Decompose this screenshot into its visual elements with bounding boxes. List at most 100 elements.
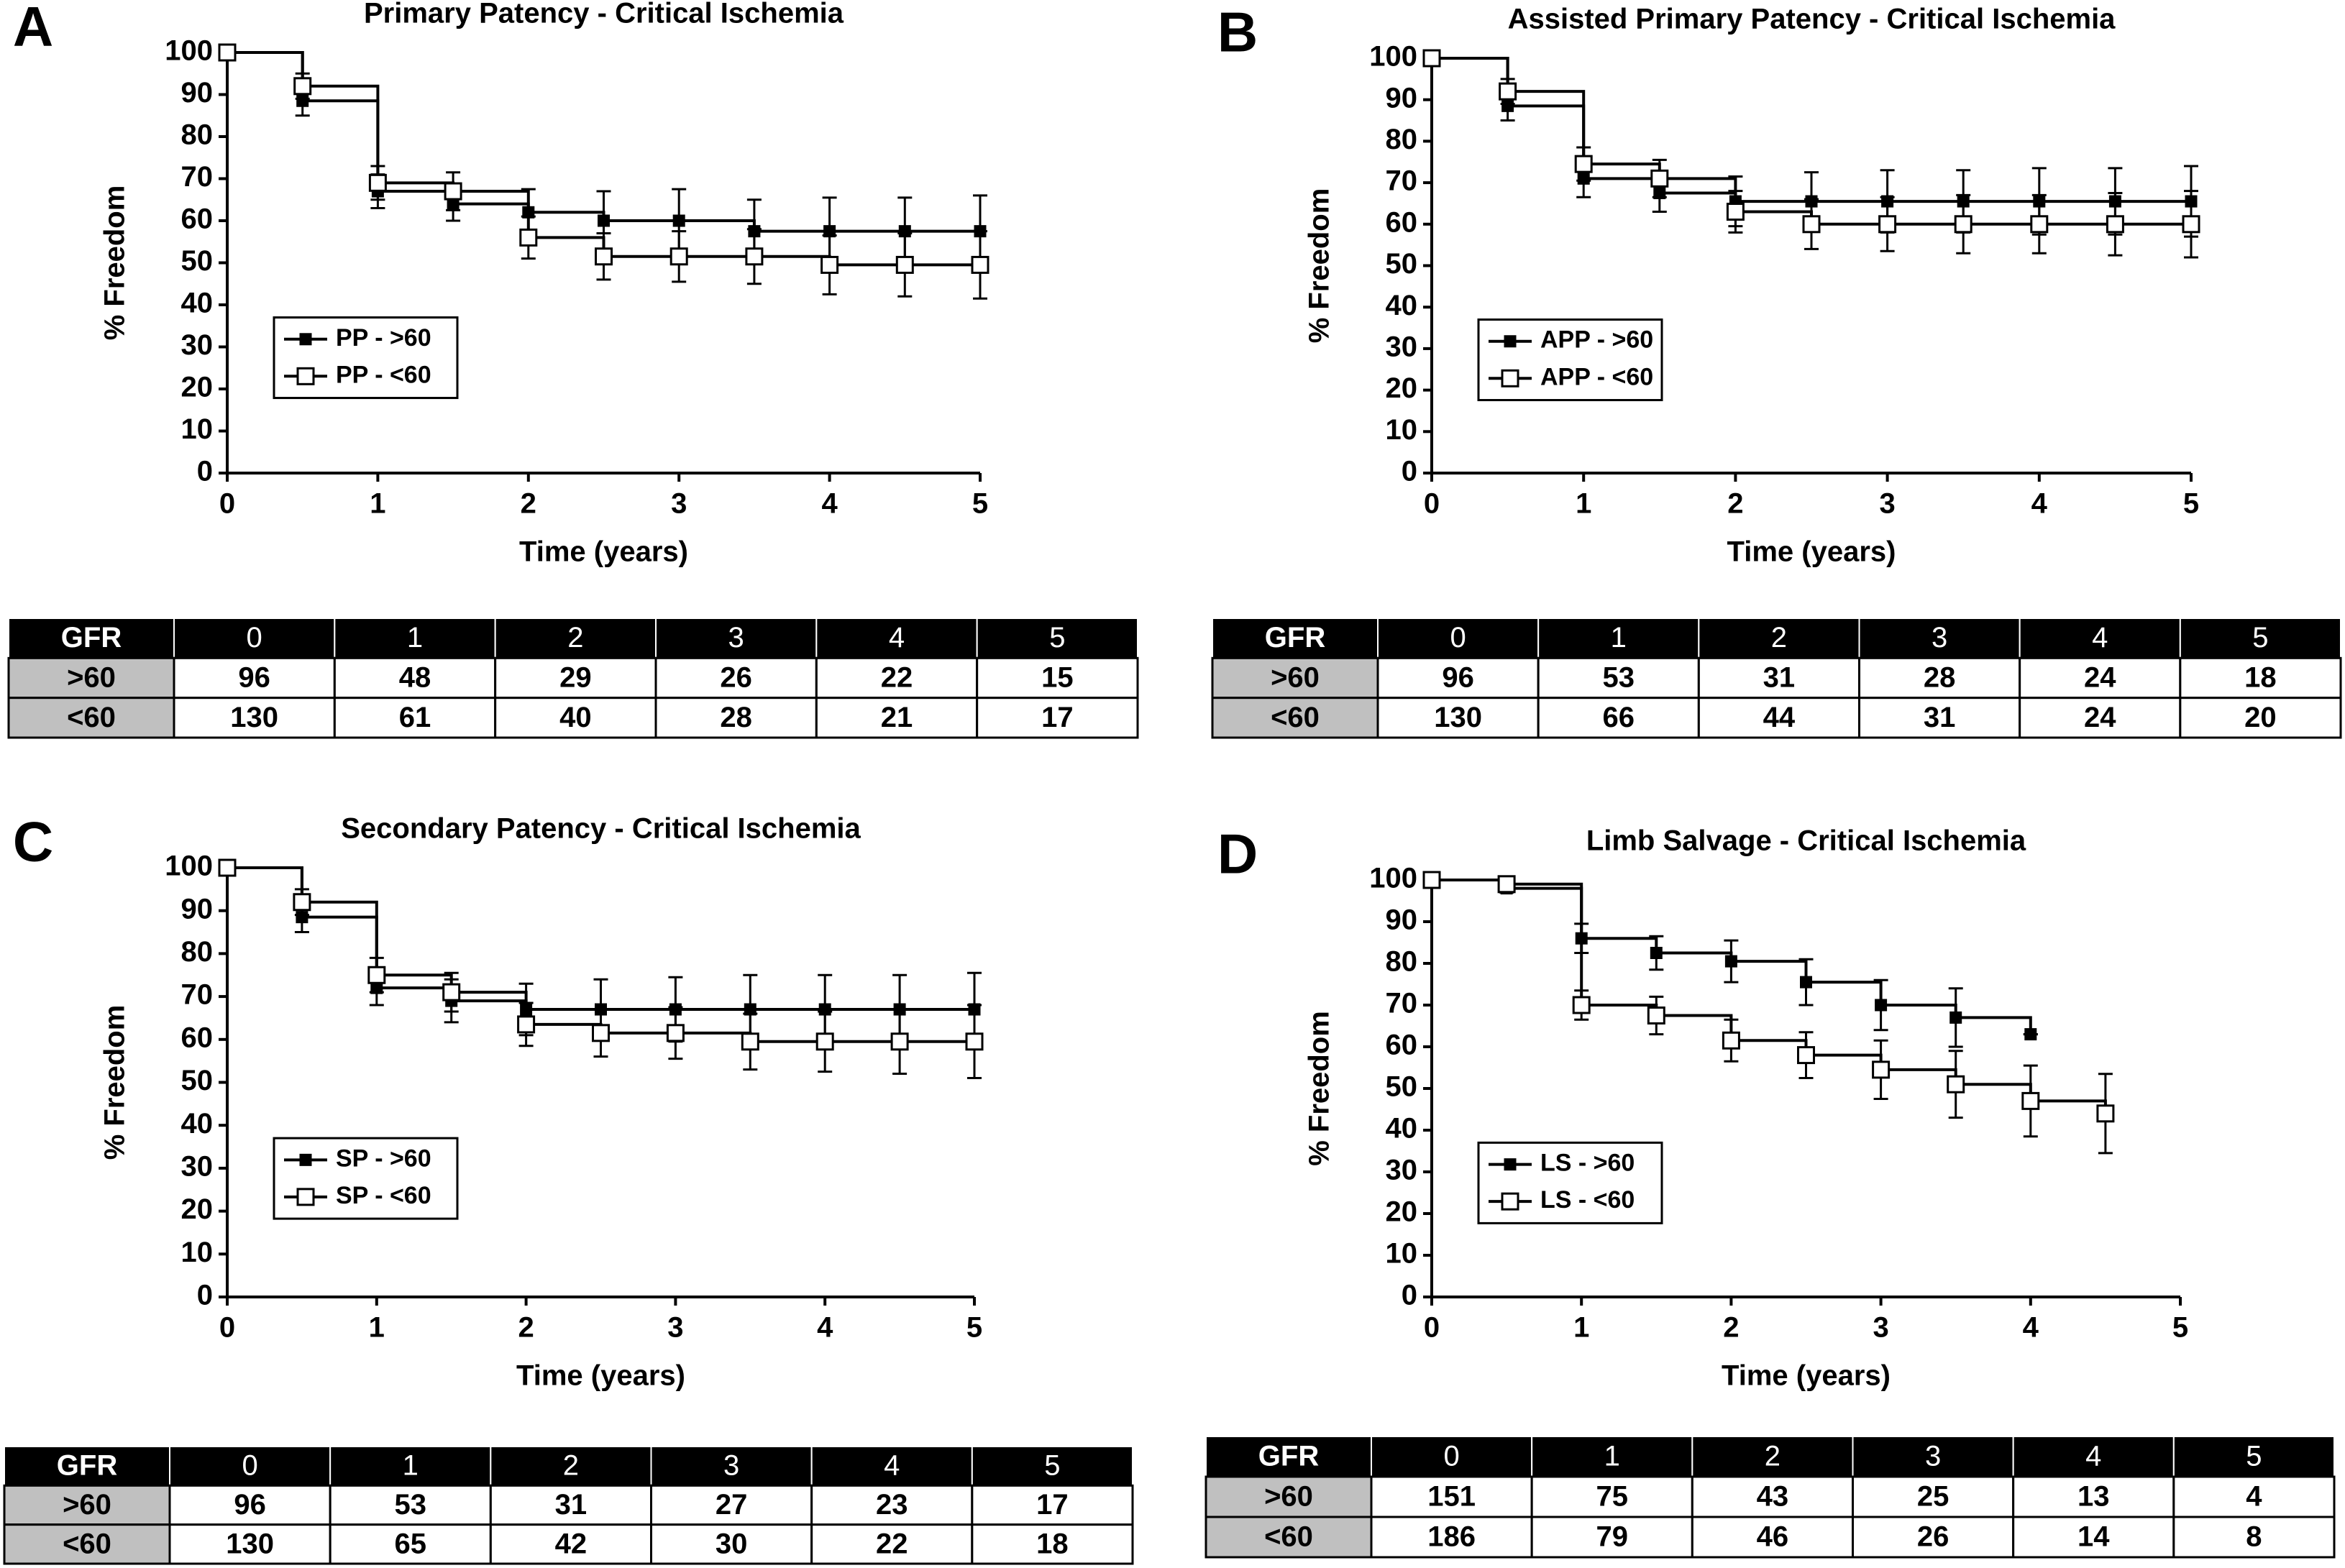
y-tick-label: 10 bbox=[181, 413, 214, 445]
table-cell-text: 17 bbox=[1041, 702, 1074, 733]
data-point bbox=[368, 173, 387, 192]
legend-label: LS - <60 bbox=[1540, 1186, 1635, 1214]
table-header-cell bbox=[971, 1446, 1134, 1487]
y-axis-label: % Freedom bbox=[99, 185, 131, 341]
x-tick-label: 4 bbox=[2031, 488, 2048, 520]
table-cell bbox=[2172, 1516, 2336, 1559]
table-header-cell bbox=[1371, 1436, 1533, 1477]
table-cell-text: 28 bbox=[1924, 662, 1956, 694]
y-tick-label: 70 bbox=[1386, 165, 1418, 197]
x-tick-label: 1 bbox=[1576, 488, 1591, 520]
table-cell-text: 22 bbox=[881, 662, 913, 694]
y-tick-label: 70 bbox=[1386, 988, 1418, 1019]
table-cell-text: 186 bbox=[1427, 1521, 1476, 1553]
data-point bbox=[745, 247, 764, 266]
x-tick-label: 2 bbox=[518, 1312, 534, 1344]
step-line bbox=[1659, 177, 1737, 212]
table-header-text: GFR bbox=[1265, 622, 1326, 654]
data-point bbox=[598, 214, 610, 227]
y-tick-label: 30 bbox=[1386, 1155, 1418, 1186]
table-cell-text: 29 bbox=[559, 662, 592, 694]
data-point bbox=[1650, 169, 1669, 188]
table-cell-text: 40 bbox=[559, 702, 592, 733]
table-cell-text: 151 bbox=[1427, 1481, 1476, 1513]
step-line bbox=[376, 986, 453, 1001]
data-point bbox=[1797, 1046, 1815, 1065]
y-tick-label: 90 bbox=[181, 77, 214, 109]
table-header-cell bbox=[1531, 1436, 1693, 1477]
data-point bbox=[1722, 1031, 1740, 1050]
y-tick-label: 50 bbox=[1386, 248, 1418, 280]
panel-label: D bbox=[1217, 822, 1258, 886]
y-tick-label: 40 bbox=[1386, 290, 1418, 321]
y-tick-label: 80 bbox=[1386, 946, 1418, 978]
table-cell-text: 20 bbox=[2244, 702, 2277, 733]
legend-marker bbox=[1501, 369, 1519, 388]
table-cell-text: <60 bbox=[67, 702, 116, 733]
table-cell bbox=[1852, 1516, 2015, 1559]
table-cell-text: <60 bbox=[1264, 1521, 1313, 1553]
legend-marker bbox=[299, 1153, 312, 1166]
step-line bbox=[2030, 1099, 2107, 1114]
step-line bbox=[301, 900, 378, 976]
y-tick-label: 90 bbox=[181, 893, 214, 925]
table-header-text: 5 bbox=[1049, 622, 1065, 654]
table-cell-text: 4 bbox=[2246, 1481, 2262, 1513]
y-tick-label: 50 bbox=[1386, 1071, 1418, 1103]
data-point bbox=[2024, 1028, 2037, 1041]
y-tick-label: 100 bbox=[165, 851, 213, 882]
data-point bbox=[1724, 955, 1737, 968]
table-cell bbox=[333, 697, 497, 739]
x-tick-label: 1 bbox=[369, 1312, 385, 1344]
table-header-text: GFR bbox=[1258, 1441, 1320, 1472]
table-header-cell bbox=[1691, 1436, 1854, 1477]
table-header-text: 3 bbox=[1925, 1441, 1941, 1472]
table-cell-text: 31 bbox=[555, 1489, 588, 1521]
table-header-cell bbox=[810, 1446, 973, 1487]
table-cell-text: 79 bbox=[1596, 1521, 1629, 1553]
legend-label: APP - <60 bbox=[1540, 363, 1653, 390]
data-point bbox=[741, 1032, 759, 1051]
step-line bbox=[1583, 177, 1661, 193]
table-cell-text: 130 bbox=[226, 1528, 274, 1559]
table-cell bbox=[650, 1523, 813, 1565]
data-point bbox=[1954, 215, 1973, 234]
table-header-text: 4 bbox=[2092, 622, 2108, 654]
table-cell bbox=[1205, 1516, 1373, 1559]
x-tick-label: 1 bbox=[370, 488, 385, 520]
data-point bbox=[1949, 1011, 1962, 1024]
y-axis-label: % Freedom bbox=[1304, 1011, 1335, 1166]
table-cell bbox=[2179, 697, 2342, 739]
x-tick-label: 2 bbox=[1723, 1312, 1739, 1344]
step-line bbox=[1955, 1016, 2032, 1035]
table-cell-text: 42 bbox=[555, 1528, 588, 1559]
table-header-text: 3 bbox=[728, 622, 744, 654]
table-cell-text: 14 bbox=[2077, 1521, 2110, 1553]
x-axis-label: Time (years) bbox=[516, 1360, 685, 1392]
y-tick-label: 90 bbox=[1386, 904, 1418, 936]
table-cell bbox=[971, 1484, 1134, 1526]
table-cell-text: 96 bbox=[1442, 662, 1474, 694]
x-tick-label: 3 bbox=[671, 488, 687, 520]
data-point bbox=[218, 43, 237, 62]
table-header-text: 2 bbox=[563, 1450, 579, 1482]
table-cell-text: 22 bbox=[876, 1528, 908, 1559]
table-cell bbox=[173, 697, 336, 739]
table-header-text: GFR bbox=[57, 1450, 118, 1482]
y-tick-label: 80 bbox=[181, 119, 214, 151]
y-tick-label: 0 bbox=[197, 456, 213, 487]
x-tick-label: 2 bbox=[521, 488, 536, 520]
table-header-text: 0 bbox=[1443, 1441, 1459, 1472]
x-tick-label: 0 bbox=[219, 488, 235, 520]
table-header-text: 4 bbox=[889, 622, 905, 654]
data-point bbox=[1650, 947, 1663, 959]
step-line bbox=[453, 202, 530, 213]
chart-title: Assisted Primary Patency - Critical Isch… bbox=[1508, 4, 2116, 35]
legend-marker bbox=[1504, 335, 1517, 348]
step-line bbox=[1659, 191, 1737, 202]
data-point bbox=[890, 1032, 909, 1051]
table-cell-text: 21 bbox=[881, 702, 913, 733]
table-header-cell bbox=[169, 1446, 332, 1487]
step-line bbox=[1880, 1068, 1957, 1085]
legend-marker bbox=[1504, 1158, 1517, 1171]
